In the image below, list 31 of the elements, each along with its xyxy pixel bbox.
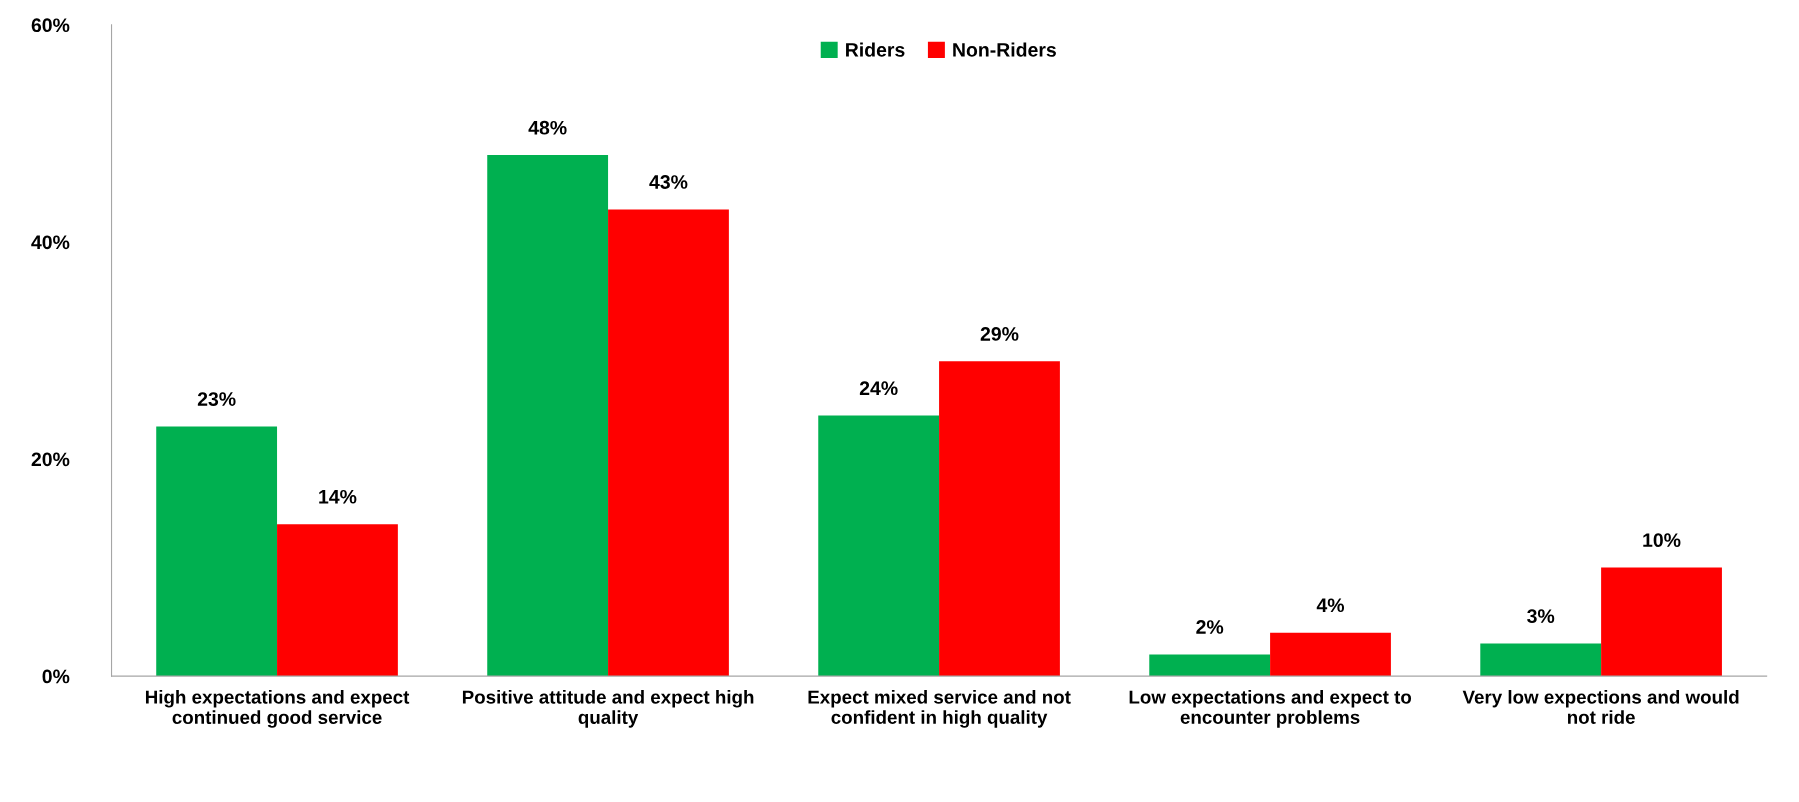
bar xyxy=(487,155,609,677)
y-tick-label: 60% xyxy=(31,18,70,33)
bar xyxy=(818,415,940,677)
y-tick-label: 0% xyxy=(42,669,70,684)
bar xyxy=(156,426,278,677)
bar xyxy=(1270,632,1391,677)
x-tick-label: Low expectations and expect to encounter problems xyxy=(1129,689,1412,728)
data-label: 29% xyxy=(980,327,1019,341)
bar xyxy=(277,524,398,677)
bar xyxy=(608,209,729,677)
x-tick-label: High expectations and expect continued good service xyxy=(145,689,410,728)
bar xyxy=(1601,567,1722,677)
data-label: 43% xyxy=(649,175,688,189)
data-label: 48% xyxy=(528,120,567,135)
x-tick-label: Positive attitude and expect high quality xyxy=(462,689,754,728)
legend-label: Riders xyxy=(846,42,905,57)
data-label: 14% xyxy=(319,489,357,504)
data-label: 10% xyxy=(1643,533,1681,548)
data-label: 23% xyxy=(197,392,236,406)
data-label: 3% xyxy=(1527,609,1555,624)
y-tick-label: 20% xyxy=(31,452,70,467)
y-tick-label: 40% xyxy=(31,235,70,250)
data-label: 2% xyxy=(1196,620,1224,634)
x-tick-label: Very low expections and would not ride xyxy=(1462,689,1739,724)
x-tick-label: Expect mixed service and not confident in high quality xyxy=(808,689,1071,728)
data-label: 4% xyxy=(1316,598,1345,613)
legend-label: Non-Riders xyxy=(953,42,1056,57)
data-label: 24% xyxy=(859,381,898,396)
bar xyxy=(1480,643,1602,677)
bar xyxy=(939,361,1060,677)
bar xyxy=(1149,654,1271,677)
